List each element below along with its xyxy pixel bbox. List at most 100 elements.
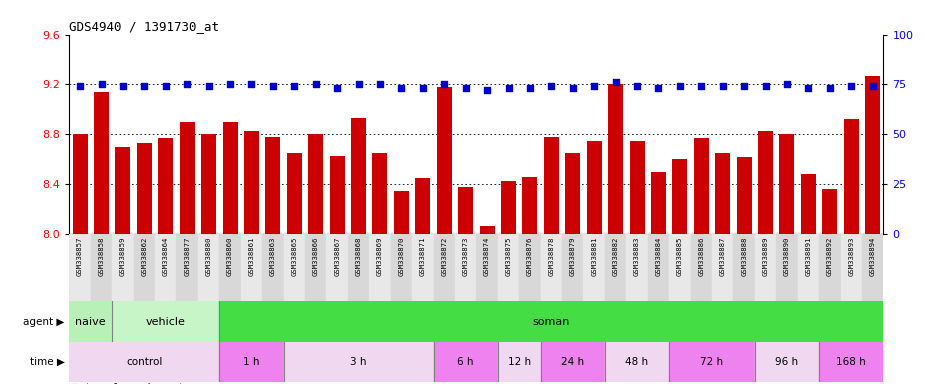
Text: GSM338864: GSM338864 xyxy=(163,236,168,276)
Text: GSM338858: GSM338858 xyxy=(98,236,105,276)
Point xyxy=(329,85,344,91)
Text: GSM338894: GSM338894 xyxy=(870,236,876,276)
Bar xyxy=(69,301,112,342)
Point xyxy=(308,81,323,88)
Bar xyxy=(327,234,348,301)
Bar xyxy=(715,153,730,234)
Bar xyxy=(137,143,152,234)
Bar xyxy=(240,234,262,301)
Point xyxy=(223,81,238,88)
Bar xyxy=(112,234,133,301)
Text: agent ▶: agent ▶ xyxy=(23,316,65,327)
Bar xyxy=(219,234,240,301)
Text: control: control xyxy=(126,357,163,367)
Bar xyxy=(540,342,605,382)
Bar xyxy=(501,180,516,234)
Point xyxy=(158,83,173,89)
Text: GSM338883: GSM338883 xyxy=(634,236,640,276)
Text: transformed count: transformed count xyxy=(86,383,183,384)
Bar xyxy=(694,138,709,234)
Bar xyxy=(155,234,177,301)
Point xyxy=(415,85,430,91)
Text: GSM338870: GSM338870 xyxy=(399,236,404,276)
Bar xyxy=(844,119,858,234)
Text: vehicle: vehicle xyxy=(146,316,186,327)
Bar xyxy=(479,225,495,234)
Bar xyxy=(305,234,327,301)
Point xyxy=(630,83,645,89)
Text: 3 h: 3 h xyxy=(351,357,367,367)
Bar xyxy=(455,234,476,301)
Point xyxy=(94,81,109,88)
Bar xyxy=(523,177,537,234)
Text: 72 h: 72 h xyxy=(700,357,723,367)
Point xyxy=(179,81,194,88)
Bar xyxy=(736,157,752,234)
Point xyxy=(565,85,580,91)
Bar xyxy=(648,234,669,301)
Bar xyxy=(498,342,540,382)
Bar xyxy=(179,122,194,234)
Bar xyxy=(669,342,755,382)
Bar xyxy=(72,134,88,234)
Bar xyxy=(780,134,795,234)
Bar xyxy=(755,342,820,382)
Point xyxy=(523,85,537,91)
Bar xyxy=(413,234,434,301)
Text: GSM338886: GSM338886 xyxy=(698,236,704,276)
Bar xyxy=(608,84,623,234)
Point xyxy=(609,79,623,86)
Bar xyxy=(712,234,734,301)
Text: GSM338872: GSM338872 xyxy=(441,236,448,276)
Bar xyxy=(540,234,562,301)
Point xyxy=(651,85,666,91)
Bar xyxy=(352,118,366,234)
Bar xyxy=(287,153,302,234)
Text: 48 h: 48 h xyxy=(625,357,648,367)
Bar xyxy=(797,234,820,301)
Bar xyxy=(758,131,773,234)
Bar xyxy=(91,234,112,301)
Point xyxy=(801,85,816,91)
Text: GSM338875: GSM338875 xyxy=(505,236,512,276)
Text: GSM338867: GSM338867 xyxy=(334,236,340,276)
Bar xyxy=(373,153,388,234)
Bar xyxy=(198,234,219,301)
Bar xyxy=(626,234,647,301)
Text: 168 h: 168 h xyxy=(836,357,866,367)
Bar xyxy=(630,141,645,234)
Bar xyxy=(201,134,216,234)
Point xyxy=(844,83,858,89)
Text: naive: naive xyxy=(76,316,106,327)
Point xyxy=(694,83,709,89)
Point xyxy=(244,81,259,88)
Bar xyxy=(519,234,540,301)
Text: GSM338887: GSM338887 xyxy=(720,236,726,276)
Text: GSM338885: GSM338885 xyxy=(677,236,683,276)
Point xyxy=(544,83,559,89)
Bar xyxy=(651,172,666,234)
Bar xyxy=(434,234,455,301)
Bar xyxy=(584,234,605,301)
Text: 24 h: 24 h xyxy=(561,357,585,367)
Point xyxy=(715,83,730,89)
Bar xyxy=(394,190,409,234)
Point xyxy=(116,83,130,89)
Point xyxy=(287,83,302,89)
Bar xyxy=(69,234,91,301)
Point xyxy=(672,83,687,89)
Bar xyxy=(244,131,259,234)
Point xyxy=(394,85,409,91)
Bar xyxy=(262,234,284,301)
Bar xyxy=(801,174,816,234)
Bar xyxy=(69,342,219,382)
Bar xyxy=(219,342,284,382)
Bar xyxy=(669,234,691,301)
Bar xyxy=(348,234,369,301)
Point xyxy=(758,83,773,89)
Text: GSM338863: GSM338863 xyxy=(270,236,276,276)
Bar xyxy=(329,156,345,234)
Text: GSM338866: GSM338866 xyxy=(313,236,319,276)
Bar xyxy=(586,141,601,234)
Point xyxy=(458,85,473,91)
